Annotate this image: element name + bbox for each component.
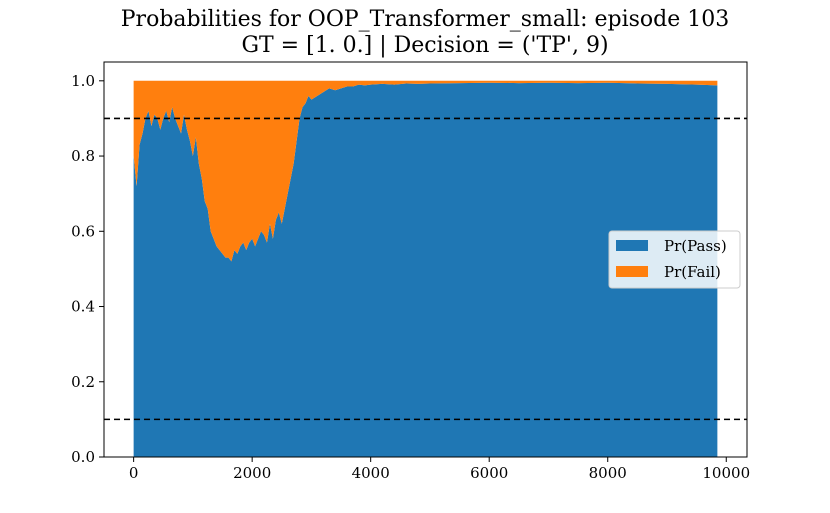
area-pr-fail — [133, 80, 718, 262]
legend-swatch — [616, 240, 648, 251]
area-pr-pass — [133, 82, 718, 457]
legend-swatch — [616, 266, 648, 277]
chart-subtitle: GT = [1. 0.] | Decision = ('TP', 9) — [241, 33, 609, 58]
y-tick-label: 0.8 — [71, 147, 95, 165]
plot-frame — [103, 61, 748, 458]
legend-label: Pr(Pass) — [664, 237, 727, 255]
x-tick-label: 10000 — [702, 464, 750, 482]
y-tick-label: 1.0 — [71, 72, 95, 90]
x-tick-label: 4000 — [352, 464, 390, 482]
x-tick-label: 8000 — [589, 464, 627, 482]
legend-label: Pr(Fail) — [664, 263, 721, 281]
y-tick-label: 0.6 — [71, 222, 95, 240]
chart-title: Probabilities for OOP_Transformer_small:… — [120, 7, 730, 32]
x-tick-label: 2000 — [233, 464, 271, 482]
y-tick-label: 0.4 — [71, 298, 95, 316]
x-tick-label: 0 — [129, 464, 139, 482]
x-tick-label: 6000 — [470, 464, 508, 482]
y-tick-label: 0.0 — [71, 448, 95, 466]
y-tick-label: 0.2 — [71, 373, 95, 391]
